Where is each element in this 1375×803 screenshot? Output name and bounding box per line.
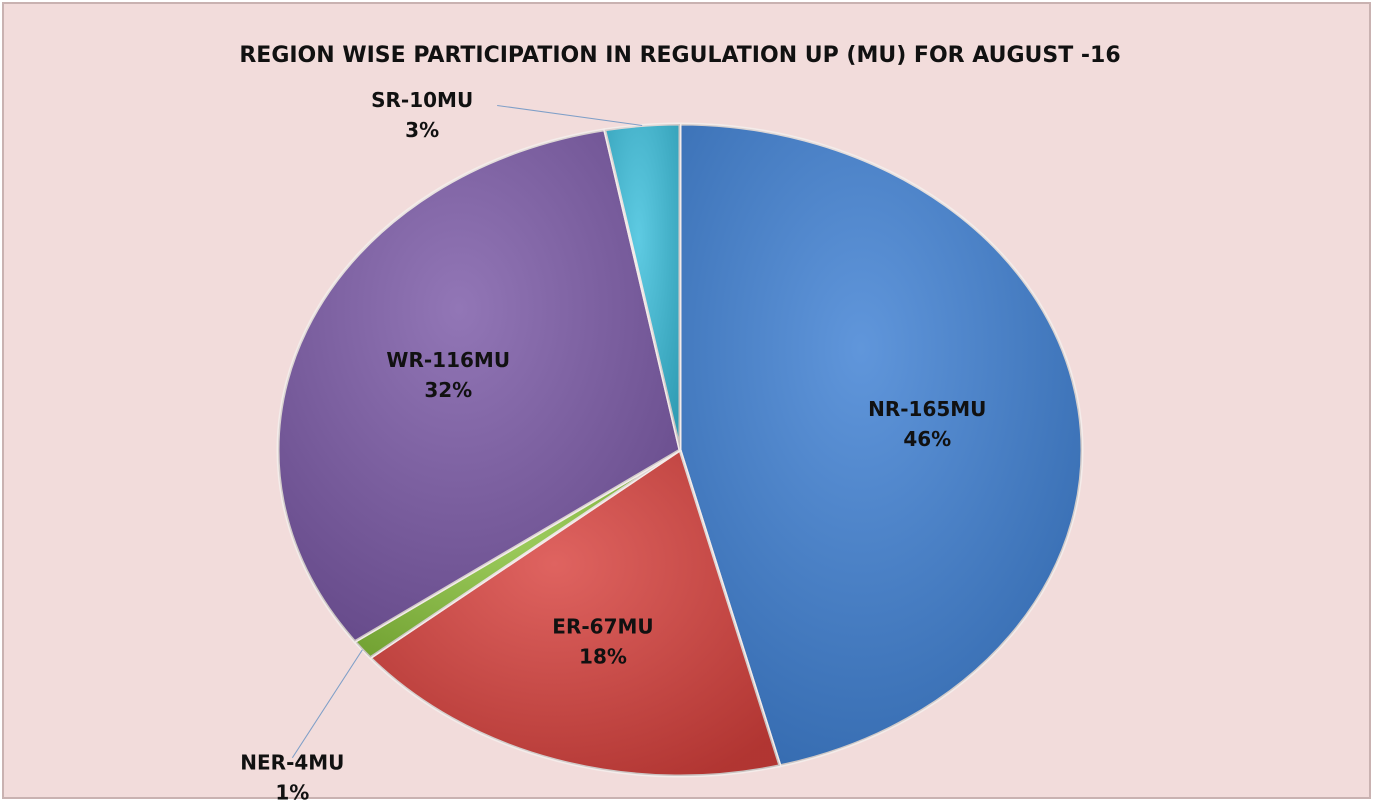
slice-label: ER-67MU xyxy=(552,615,653,639)
leader-line xyxy=(291,649,363,759)
slice-value-label: 3% xyxy=(405,118,439,142)
slice-label: NER-4MU xyxy=(240,750,344,774)
slice-label: WR-116MU xyxy=(386,348,510,372)
slice-value-label: 18% xyxy=(579,645,627,669)
leader-line xyxy=(497,104,643,126)
slice-value-label: 32% xyxy=(424,378,472,402)
slice-label: NR-165MU xyxy=(868,397,986,421)
chart-title: REGION WISE PARTICIPATION IN REGULATION … xyxy=(239,43,1120,68)
slice-label: SR-10MU xyxy=(371,88,473,112)
slice-value-label: 1% xyxy=(275,780,309,803)
slice-value-label: 46% xyxy=(903,427,951,451)
